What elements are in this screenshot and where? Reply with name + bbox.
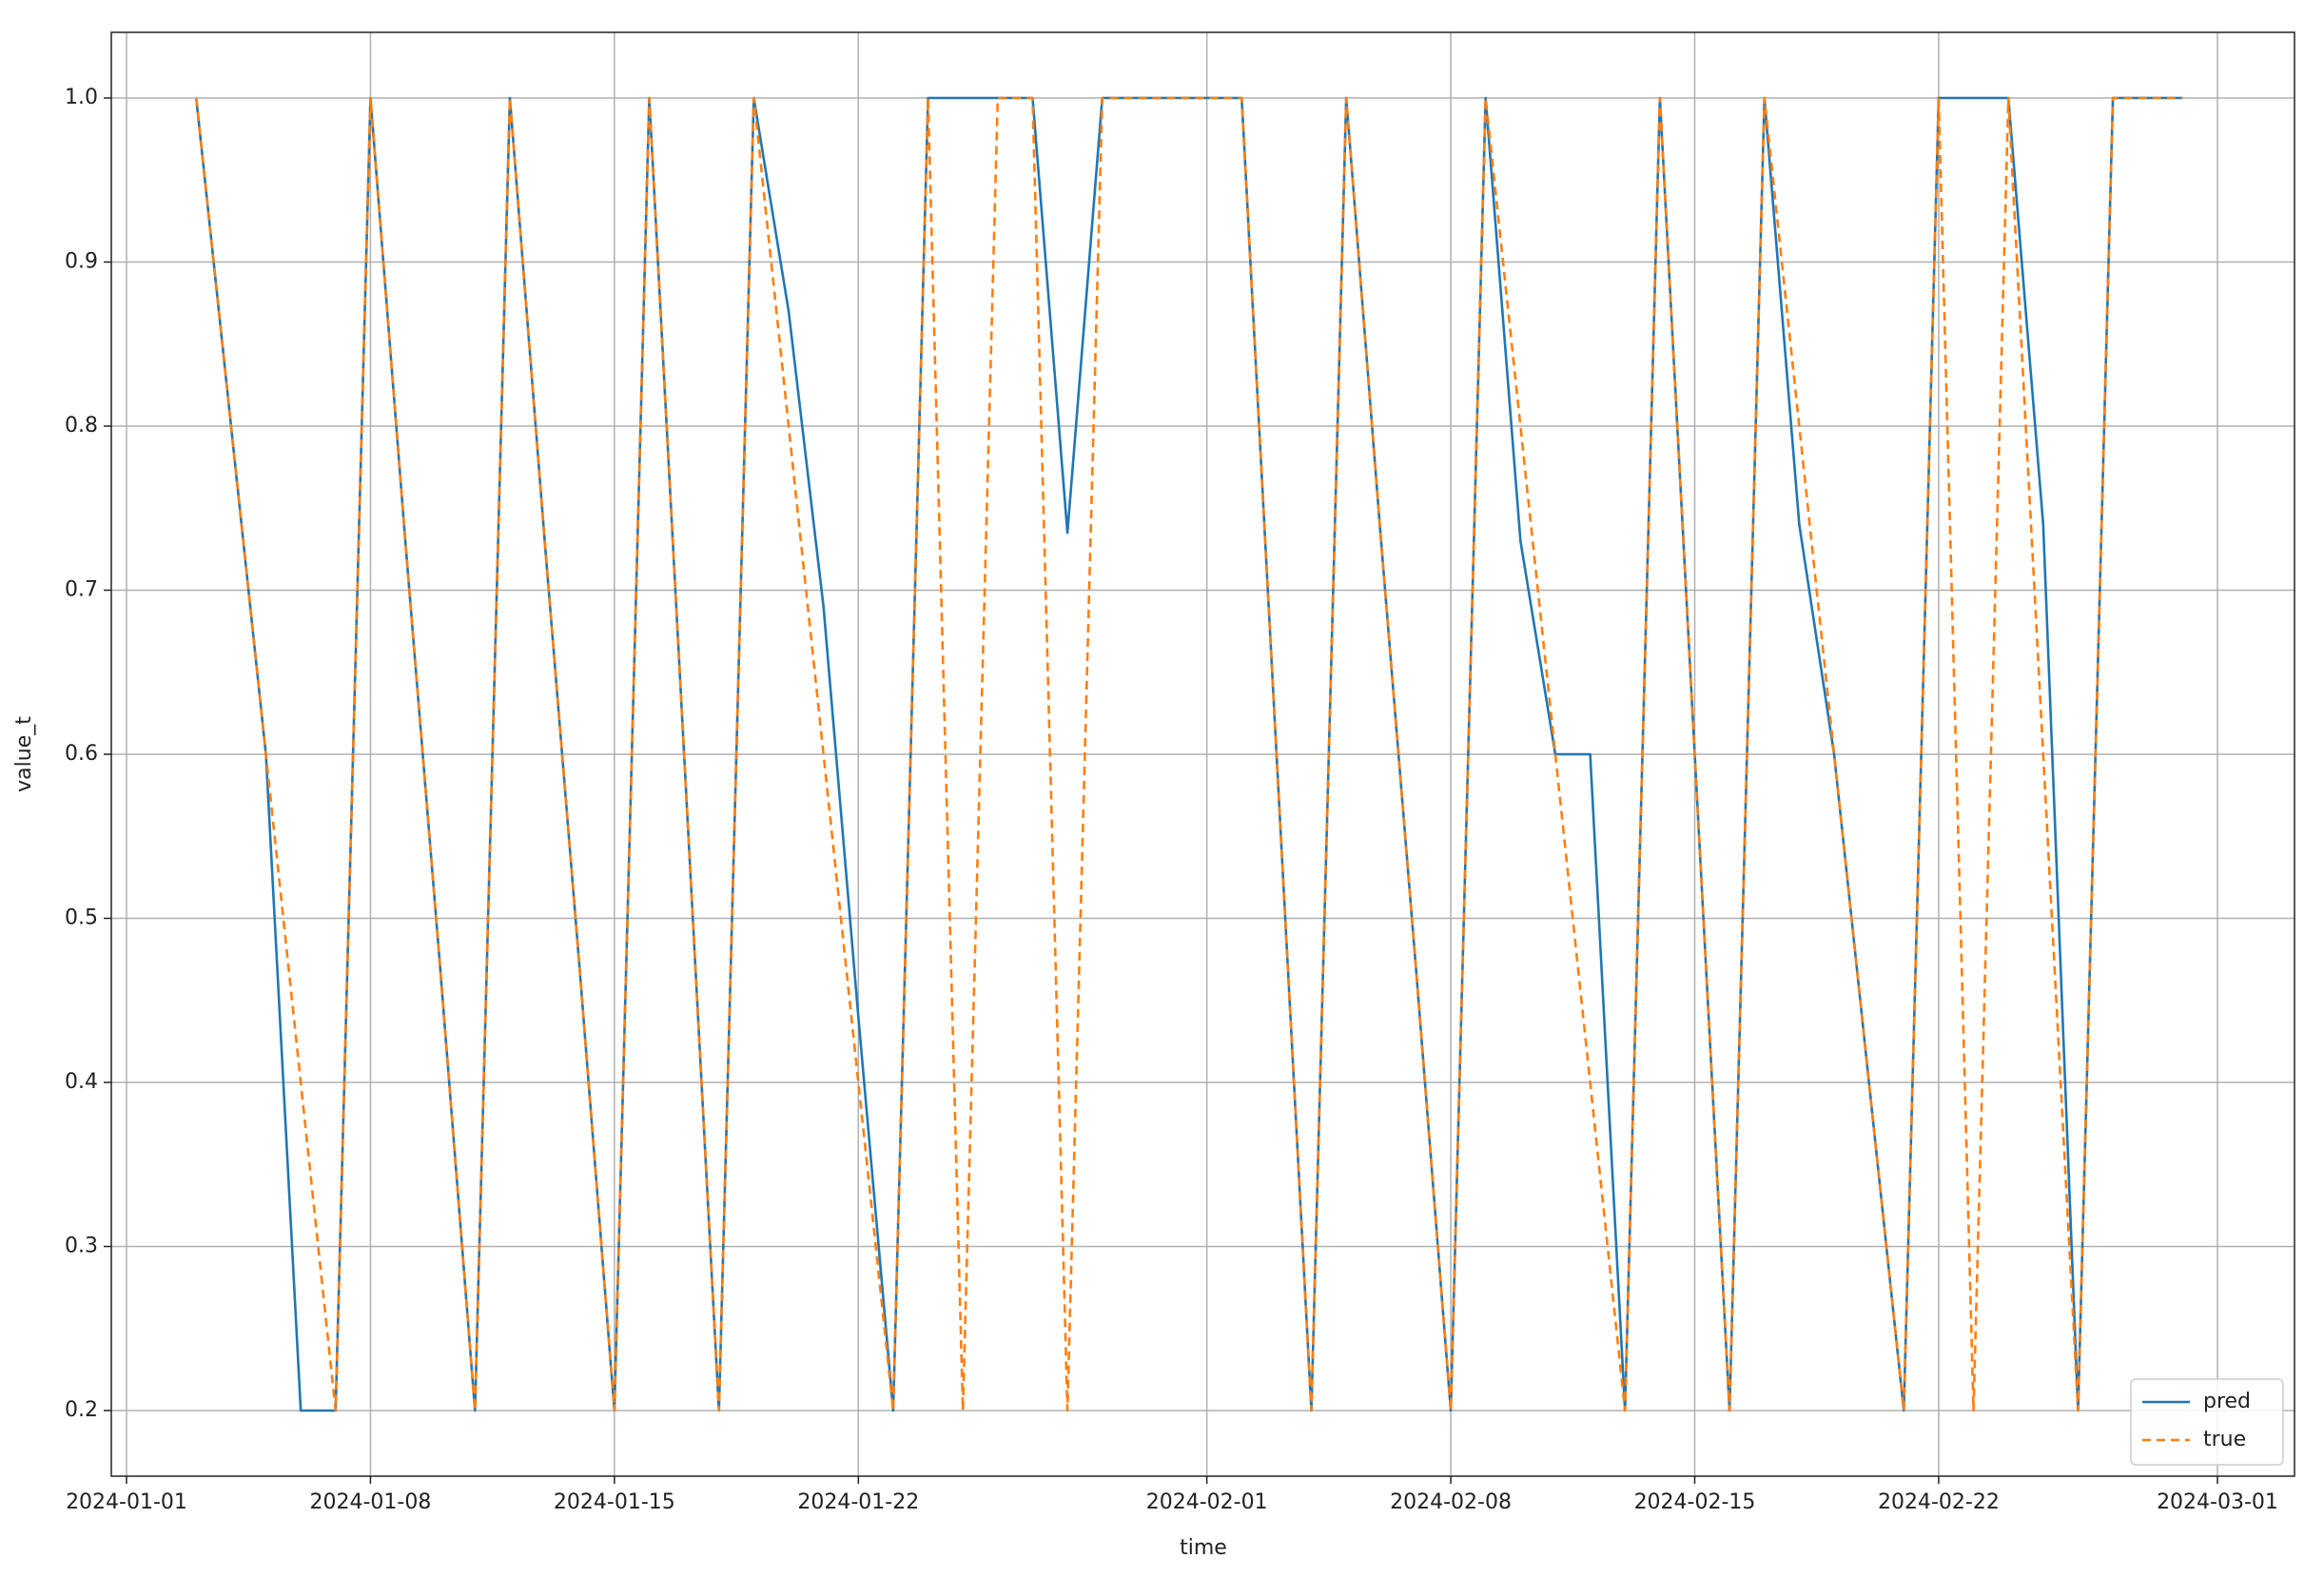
y-axis-label: value_t [12, 716, 36, 792]
x-tick-label: 2024-02-15 [1634, 1490, 1756, 1514]
y-tick-label: 0.9 [65, 250, 98, 274]
x-tick-label: 2024-01-15 [554, 1490, 675, 1514]
x-tick-label: 2024-02-01 [1146, 1490, 1268, 1514]
y-tick-label: 0.3 [65, 1235, 98, 1258]
y-tick-label: 0.2 [65, 1398, 98, 1422]
y-tick-label: 0.6 [65, 742, 98, 766]
plot-frame [110, 31, 2295, 1477]
data-line [194, 96, 2183, 1412]
x-axis-label: time [1180, 1536, 1227, 1560]
legend-box [2130, 1378, 2284, 1466]
y-tick-label: 1.0 [65, 86, 98, 109]
x-tick-label: 2024-02-08 [1390, 1490, 1512, 1514]
x-tick-label: 2024-01-22 [797, 1490, 919, 1514]
y-tick-label: 0.7 [65, 578, 98, 602]
x-tick-label: 2024-03-01 [2157, 1490, 2278, 1514]
legend: pred true [2130, 1378, 2284, 1466]
x-tick-label: 2024-02-22 [1878, 1490, 2000, 1514]
y-tick-label: 0.5 [65, 906, 98, 930]
legend-label: pred [2203, 1390, 2251, 1413]
y-tick-label: 0.8 [65, 414, 98, 438]
x-tick-label: 2024-01-08 [310, 1490, 432, 1514]
y-tick-label: 0.4 [65, 1070, 98, 1094]
x-tick-label: 2024-01-01 [66, 1490, 187, 1514]
legend-label: true [2203, 1428, 2246, 1451]
